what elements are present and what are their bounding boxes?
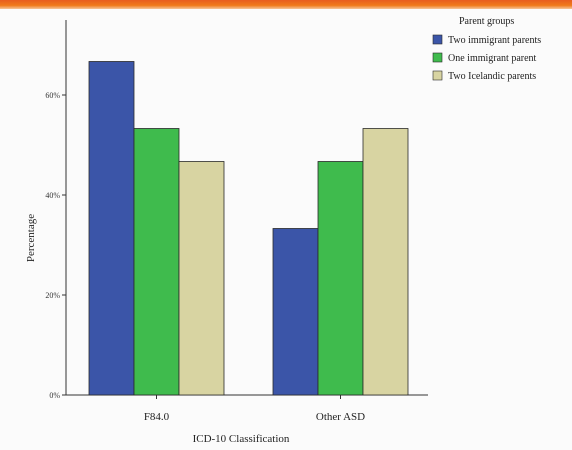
bar-f84-0-series-0 xyxy=(88,61,135,396)
legend-label: Two Icelandic parents xyxy=(448,71,536,82)
y-tick-label: 20% xyxy=(45,291,60,300)
y-axis-title: Percentage xyxy=(25,214,37,262)
legend-swatch xyxy=(432,34,443,45)
legend-title: Parent groups xyxy=(459,16,514,27)
bar-other-asd-series-1 xyxy=(317,161,364,396)
bar-other-asd-series-0 xyxy=(272,228,319,396)
legend-swatch xyxy=(432,70,443,81)
legend: Parent groups Two immigrant parents One im… xyxy=(432,16,541,82)
top-accent-bar xyxy=(0,0,572,9)
legend-swatch xyxy=(432,52,443,63)
bar-f84-0-series-1 xyxy=(133,128,180,396)
y-tick-label: 60% xyxy=(45,91,60,100)
legend-label: One immigrant parent xyxy=(448,53,537,64)
bar-other-asd-series-2 xyxy=(362,128,409,396)
x-category-label: F84.0 xyxy=(144,411,170,423)
y-tick-label: 40% xyxy=(45,191,60,200)
x-axis-title: ICD-10 Classification xyxy=(193,433,290,445)
bar-f84-0-series-2 xyxy=(178,161,225,396)
labels: F84.0 Other ASD ICD-10 Classification Perce… xyxy=(25,214,365,445)
x-category-label: Other ASD xyxy=(316,411,365,423)
bars xyxy=(88,61,409,396)
y-tick-label: 0% xyxy=(49,391,60,400)
legend-label: Two immigrant parents xyxy=(448,35,541,46)
